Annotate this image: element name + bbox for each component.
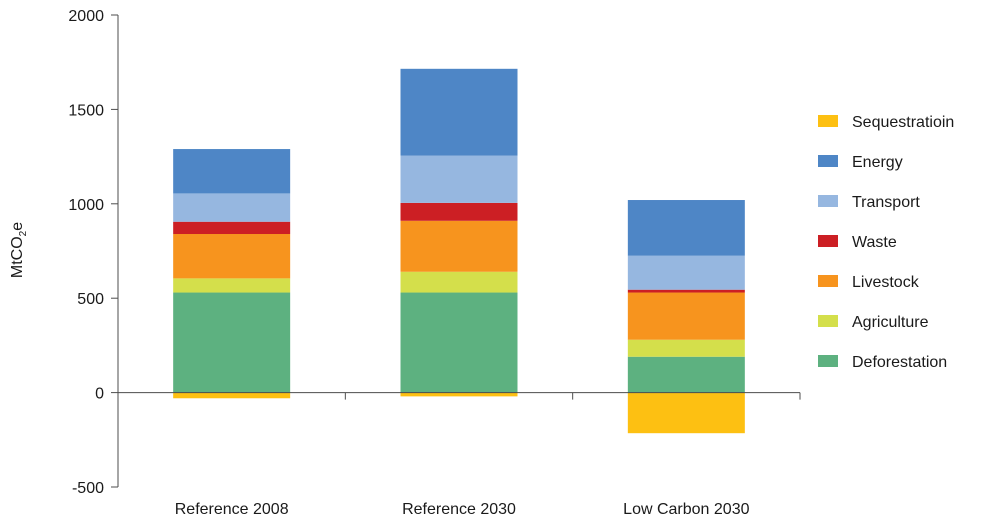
legend-label-transport: Transport: [852, 194, 920, 211]
bar-segment-energy: [173, 149, 291, 194]
legend-swatch-livestock: [818, 275, 838, 287]
y-tick-label: 1000: [68, 197, 104, 214]
legend-label-energy: Energy: [852, 154, 903, 171]
bar-segment-deforestation: [173, 292, 291, 393]
bar-segment-sequestratioin: [627, 392, 745, 434]
bar-segment-sequestratioin: [173, 392, 291, 399]
bar-segment-livestock: [173, 234, 291, 279]
legend-swatch-deforestation: [818, 355, 838, 367]
bar-segment-agriculture: [173, 278, 291, 293]
legend-label-waste: Waste: [852, 234, 897, 251]
y-tick-label: 500: [77, 291, 104, 308]
category-label: Reference 2008: [175, 501, 289, 518]
bar-segment-energy: [400, 68, 518, 156]
bar-segment-agriculture: [400, 271, 518, 293]
category-label: Low Carbon 2030: [623, 501, 749, 518]
bar-segment-deforestation: [400, 292, 518, 393]
bar-segment-transport: [173, 193, 291, 222]
legend-label-agriculture: Agriculture: [852, 314, 929, 331]
legend-swatch-agriculture: [818, 315, 838, 327]
legend-swatch-waste: [818, 235, 838, 247]
legend-swatch-sequestratioin: [818, 115, 838, 127]
bar-segment-livestock: [627, 292, 745, 340]
legend-label-deforestation: Deforestation: [852, 354, 947, 371]
bar-segment-transport: [400, 155, 518, 203]
y-tick-label: -500: [72, 480, 104, 497]
y-ticks-group: -500 0 500 1000 1500 2000: [68, 8, 118, 497]
y-axis-label: MtCO2e: [9, 222, 29, 278]
legend: Sequestratioin Energy Transport Waste Livest…: [818, 114, 954, 371]
bar-segment-transport: [627, 255, 745, 290]
y-tick-label: 2000: [68, 8, 104, 25]
bar-segment-agriculture: [627, 339, 745, 357]
bar-segment-deforestation: [627, 356, 745, 393]
y-axis-label-suffix: e: [9, 222, 26, 231]
legend-swatch-transport: [818, 195, 838, 207]
bar-segment-waste: [173, 221, 291, 235]
category-labels-group: Reference 2008 Reference 2030 Low Carbon 2…: [175, 501, 750, 518]
legend-swatch-energy: [818, 155, 838, 167]
bar-segment-waste: [400, 202, 518, 221]
bar-segment-livestock: [400, 220, 518, 272]
legend-label-livestock: Livestock: [852, 274, 920, 291]
y-axis-label-subscript: 2: [18, 230, 29, 236]
legend-label-sequestratioin: Sequestratioin: [852, 114, 954, 131]
bar-segment-waste: [627, 289, 745, 293]
axes-group: [117, 15, 800, 487]
bar-segment-sequestratioin: [400, 392, 518, 397]
y-tick-label: 1500: [68, 102, 104, 119]
bars-group: [173, 68, 745, 434]
category-label: Reference 2030: [402, 501, 516, 518]
y-axis-label-prefix: MtCO: [9, 236, 26, 278]
y-tick-label: 0: [95, 386, 104, 403]
x-ticks-group: [344, 392, 801, 400]
bar-segment-energy: [627, 200, 745, 256]
